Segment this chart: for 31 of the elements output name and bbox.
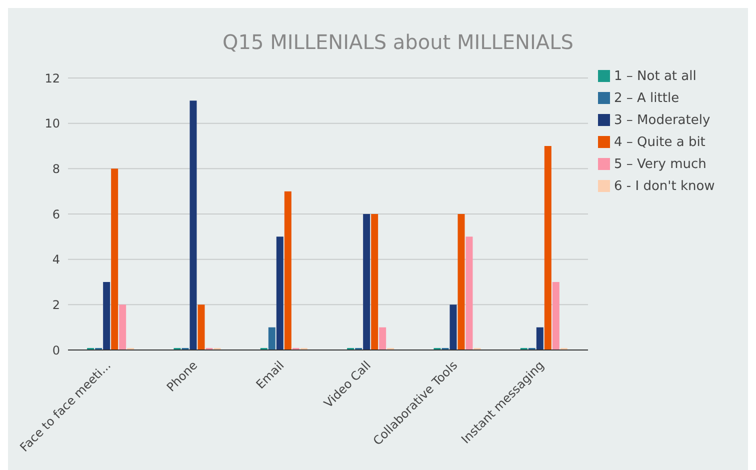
y-tick-label: 4	[52, 252, 60, 267]
bar	[276, 236, 284, 350]
legend-label: 4 – Quite a bit	[614, 135, 706, 150]
bar	[379, 327, 386, 350]
bar	[119, 304, 126, 350]
bar	[450, 304, 457, 350]
y-tick-label: 8	[52, 162, 60, 176]
bar	[111, 168, 118, 350]
bar	[198, 304, 205, 350]
bar	[544, 146, 552, 350]
bar	[268, 327, 276, 350]
legend-label: 6 - I don't know	[614, 179, 715, 194]
legend-label: 2 – A little	[614, 91, 680, 106]
bar	[458, 214, 465, 350]
legend-label: 1 – Not at all	[614, 69, 696, 84]
bar	[190, 100, 197, 350]
bar	[536, 327, 544, 350]
y-tick-label: 12	[44, 71, 60, 86]
y-tick-label: 6	[52, 207, 60, 222]
y-tick-label: 2	[52, 298, 60, 312]
legend-label: 5 – Very much	[614, 157, 706, 172]
chart-title: Q15 MILLENIALS about MILLENIALS	[222, 30, 574, 54]
bar	[284, 191, 292, 350]
bar	[103, 282, 110, 350]
y-tick-label: 0	[52, 343, 60, 358]
bar	[466, 236, 473, 350]
y-tick-label: 10	[44, 116, 60, 131]
bar	[371, 214, 378, 350]
legend-label: 3 – Moderately	[614, 113, 710, 128]
bar	[363, 214, 370, 350]
bar	[552, 282, 560, 350]
